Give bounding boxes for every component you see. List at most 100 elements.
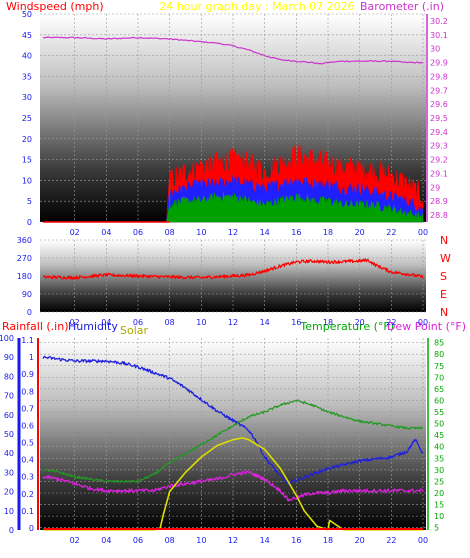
dewpoint-series (42, 470, 424, 502)
compass-label: W (440, 252, 451, 265)
rainfall-y-tick-label: 10 (4, 507, 14, 516)
axes: 0510152025303540455028.828.92929.129.229… (0, 10, 451, 545)
direction-y-tick-label: 90 (22, 290, 32, 299)
temperature-y-tick-label: 80 (434, 350, 444, 359)
wind-x-tick-label: 12 (228, 228, 238, 237)
wind-y-tick-label: 10 (22, 176, 32, 185)
direction-y-tick-label: 0 (27, 308, 32, 317)
temperature-y-tick-label: 55 (434, 408, 444, 417)
temp-x-tick-label: 06 (133, 536, 143, 545)
direction-x-tick-label: 06 (133, 318, 143, 327)
direction-x-tick-label: 12 (228, 318, 238, 327)
rainfall-axis-title: Rainfall (.in) (2, 320, 69, 333)
temp-x-tick-label: 14 (260, 536, 270, 545)
direction-x-tick-label: 22 (386, 318, 396, 327)
temp-x-tick-label: 08 (165, 536, 175, 545)
temperature-y-tick-label: 70 (434, 373, 444, 382)
wind_avg-series (43, 192, 424, 223)
temp-x-tick-label: 20 (355, 536, 365, 545)
barometer-y-tick-label: 29.6 (430, 100, 448, 109)
temperature-series (42, 399, 424, 483)
rainfall-y-tick-label: 20 (4, 488, 14, 497)
direction-x-tick-label: 16 (291, 318, 301, 327)
windspeed-axis-title: Windspeed (mph) (6, 0, 104, 13)
temp-x-tick-label: 04 (101, 536, 111, 545)
temperature-y-tick-label: 45 (434, 431, 444, 440)
rainfall-y-tick-label: 80 (4, 372, 14, 381)
wind-y-tick-label: 20 (22, 135, 32, 144)
barometer-axis-title: Barometer (.in) (360, 0, 444, 13)
direction-x-tick-label: 02 (70, 318, 80, 327)
temperature-y-tick-label: 60 (434, 396, 444, 405)
temp-x-tick-label: 10 (196, 536, 206, 545)
wind-x-tick-label: 22 (386, 228, 396, 237)
temp-x-tick-label: 18 (323, 536, 333, 545)
temp-x-tick-label: 02 (70, 536, 80, 545)
direction-x-tick-label: 00 (418, 318, 428, 327)
temperature-y-tick-label: 10 (434, 512, 444, 521)
rainfall-y-tick-label: 70 (4, 392, 14, 401)
humidity-y-tick-label: 0.4 (21, 456, 34, 465)
wind-x-tick-label: 08 (165, 228, 175, 237)
rainfall-y-tick-label: 100 (0, 334, 14, 343)
temperature-y-tick-label: 35 (434, 454, 444, 463)
direction-y-tick-label: 180 (17, 272, 32, 281)
compass-label: N (440, 306, 448, 319)
temperature-y-tick-label: 65 (434, 385, 444, 394)
wind-y-tick-label: 15 (22, 156, 32, 165)
solar-axis-title: Solar (120, 324, 149, 337)
direction-x-tick-label: 04 (101, 318, 111, 327)
temperature-y-tick-label: 15 (434, 501, 444, 510)
direction-series (42, 258, 424, 280)
wind-x-tick-label: 16 (291, 228, 301, 237)
wind-y-tick-label: 40 (22, 52, 32, 61)
direction-x-tick-label: 10 (196, 318, 206, 327)
direction-x-tick-label: 08 (165, 318, 175, 327)
wind-y-tick-label: 45 (22, 31, 32, 40)
wind-x-tick-label: 20 (355, 228, 365, 237)
direction-x-tick-label: 14 (260, 318, 270, 327)
temperature-y-tick-label: 85 (434, 339, 444, 348)
rainfall-y-tick-label: 30 (4, 468, 14, 477)
humidity-series (42, 355, 424, 486)
humidity-axis-title: Humidity (68, 320, 118, 333)
barometer-y-tick-label: 28.8 (430, 211, 448, 220)
wind-y-tick-label: 0 (27, 218, 32, 227)
temperature-axis-title: Temperature (°F) (299, 320, 394, 333)
barometer-y-tick-label: 29.2 (430, 156, 448, 165)
compass-label: N (440, 234, 448, 247)
wind-y-tick-label: 25 (22, 114, 32, 123)
humidity-y-tick-label: 0.9 (21, 370, 34, 379)
barometer-y-tick-label: 29.5 (430, 114, 448, 123)
wind-x-tick-label: 06 (133, 228, 143, 237)
temperature-y-tick-label: 30 (434, 466, 444, 475)
humidity-y-tick-label: 0.7 (21, 404, 34, 413)
wind-x-tick-label: 10 (196, 228, 206, 237)
barometer-y-tick-label: 29.3 (430, 142, 448, 151)
direction-x-tick-label: 20 (355, 318, 365, 327)
chart-title: 24 hour graph day : March 07 2026 (159, 0, 354, 13)
rainfall-y-tick-label: 50 (4, 430, 14, 439)
humidity-y-tick-label: 0.1 (21, 507, 34, 516)
wind-x-tick-label: 18 (323, 228, 333, 237)
direction-x-tick-label: 18 (323, 318, 333, 327)
barometer-y-tick-label: 30.1 (430, 31, 448, 40)
humidity-y-tick-label: 0.6 (21, 421, 34, 430)
wind-y-tick-label: 35 (22, 72, 32, 81)
compass-label: E (440, 288, 447, 301)
temperature-y-tick-label: 5 (434, 524, 439, 533)
direction-y-tick-label: 360 (17, 236, 32, 245)
temperature-y-tick-label: 40 (434, 443, 444, 452)
temp-x-tick-label: 22 (386, 536, 396, 545)
barometer-y-tick-label: 28.9 (430, 197, 448, 206)
humidity-y-tick-label: 1.1 (21, 336, 34, 345)
temperature-y-tick-label: 20 (434, 489, 444, 498)
dewpoint-axis-title: Dew Point (°F) (387, 320, 466, 333)
barometer-y-tick-label: 30.2 (430, 17, 448, 26)
barometer-y-tick-label: 29.8 (430, 72, 448, 81)
humidity-y-tick-label: 0.2 (21, 490, 34, 499)
wind-y-tick-label: 50 (22, 10, 32, 19)
data-series (42, 36, 424, 531)
